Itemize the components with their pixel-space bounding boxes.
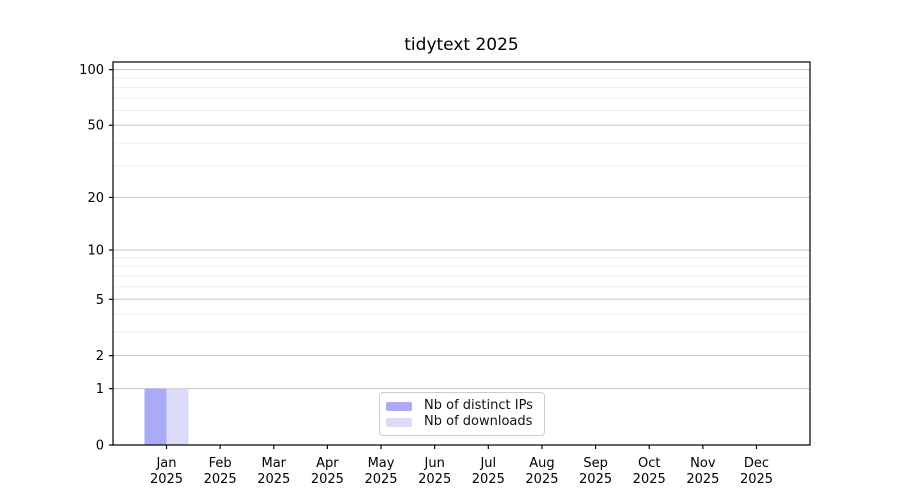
y-tick-label: 1 [96, 382, 104, 397]
x-tick-label-month: May [368, 456, 395, 471]
x-tick-label-month: Nov [690, 456, 716, 471]
bar-nb-of-distinct-ips-jan [144, 388, 167, 445]
distinct-ips-swatch-icon [386, 401, 412, 411]
legend: Nb of distinct IPs Nb of downloads [379, 392, 545, 436]
x-tick-label-year: 2025 [686, 472, 719, 487]
legend-item-distinct-ips: Nb of distinct IPs [386, 398, 536, 414]
y-major-gridlines [113, 69, 810, 390]
y-tick-label: 0 [96, 439, 104, 454]
x-tick-label-month: Dec [744, 456, 769, 471]
plot-border [112, 61, 811, 446]
x-tick-label-month: Oct [638, 456, 660, 471]
x-tick-label-month: Feb [209, 456, 232, 471]
y-tick-label: 50 [87, 119, 104, 134]
downloads-swatch-icon [386, 417, 412, 427]
x-tick-label-year: 2025 [579, 472, 612, 487]
chart-title: tidytext 2025 [404, 35, 519, 55]
bars [144, 388, 189, 445]
x-tick-label-month: Apr [316, 456, 339, 471]
x-tick-label-month: Sep [583, 456, 608, 471]
x-tick-label-year: 2025 [472, 472, 505, 487]
x-tick-label-year: 2025 [740, 472, 773, 487]
x-tick-label-month: Mar [262, 456, 287, 471]
bar-nb-of-downloads-jan [166, 388, 189, 445]
y-axis-ticks: 0 1 2 5 10 20 50 100 [79, 63, 113, 454]
x-tick-label-year: 2025 [418, 472, 451, 487]
x-tick-label-year: 2025 [257, 472, 290, 487]
x-axis-ticks: Jan2025Feb2025Mar2025Apr2025May2025Jun20… [150, 445, 773, 487]
y-tick-label: 10 [87, 243, 104, 258]
x-tick-label-month: Jul [479, 456, 496, 471]
y-minor-gridlines [113, 77, 810, 333]
legend-item-downloads: Nb of downloads [386, 414, 536, 430]
x-tick-label-month: Jan [155, 456, 176, 471]
x-tick-label-year: 2025 [633, 472, 666, 487]
legend-label-downloads: Nb of downloads [424, 414, 533, 429]
y-tick-label: 2 [96, 349, 104, 364]
x-tick-label-year: 2025 [204, 472, 237, 487]
legend-label-distinct-ips: Nb of distinct IPs [424, 398, 533, 413]
x-tick-label-month: Aug [529, 456, 554, 471]
x-tick-label-year: 2025 [525, 472, 558, 487]
x-tick-label-month: Jun [424, 456, 445, 471]
x-tick-label-year: 2025 [150, 472, 183, 487]
y-tick-label: 5 [96, 293, 104, 308]
y-tick-label: 20 [87, 191, 104, 206]
y-tick-label: 100 [79, 63, 104, 78]
x-tick-label-year: 2025 [364, 472, 397, 487]
x-tick-label-year: 2025 [311, 472, 344, 487]
